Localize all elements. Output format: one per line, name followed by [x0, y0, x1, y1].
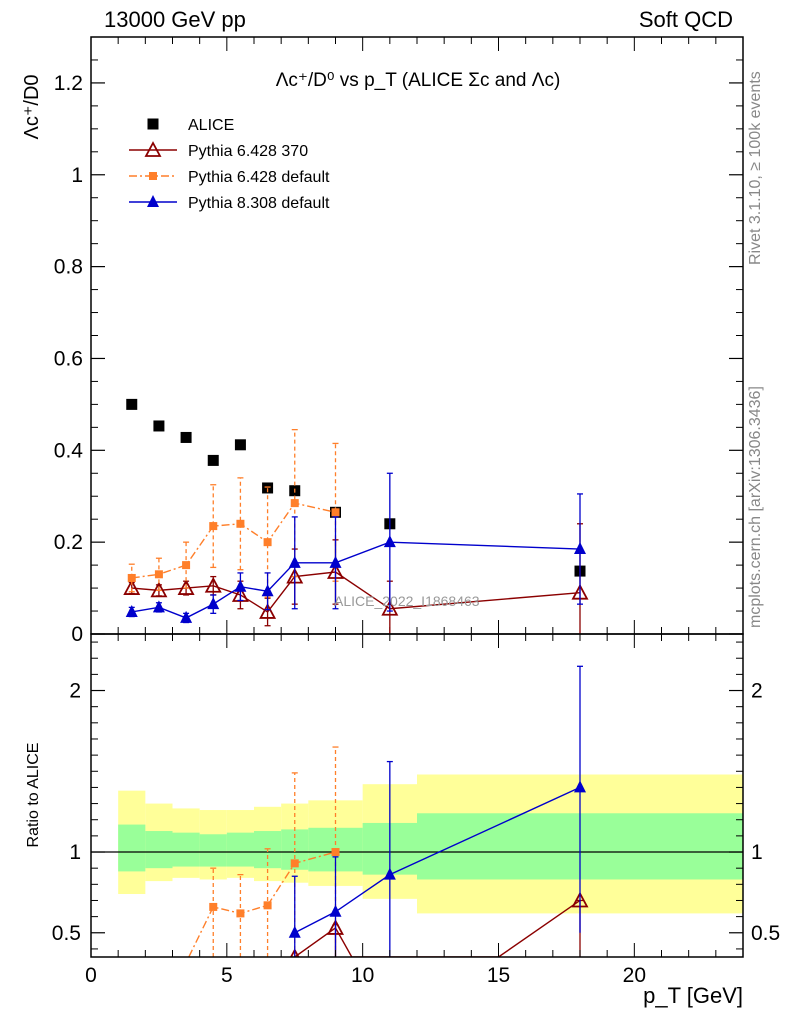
legend-item-pythia-6-428-370: Pythia 6.428 370	[129, 141, 308, 160]
legend-marker	[144, 141, 162, 157]
ratio-line	[294, 899, 581, 957]
data-point	[177, 579, 195, 595]
header-right-label: Soft QCD	[639, 7, 733, 32]
series-line	[131, 502, 336, 579]
legend-marker	[149, 172, 157, 180]
legend-label: Pythia 8.308 default	[188, 195, 330, 212]
ratio-point	[236, 909, 245, 918]
y-tick-label: 1.2	[54, 72, 83, 95]
ratio-point	[263, 901, 272, 910]
legend-marker	[147, 118, 159, 130]
ratio-point	[383, 867, 396, 880]
y-tick-label: 0.8	[54, 256, 83, 279]
main-plot-panel: 0 0.2 0.4 0.6 0.8 1 1.2 Λc⁺/D0 Λc⁺/D⁰ vs p_T (AL…	[21, 36, 744, 646]
data-point	[125, 604, 138, 617]
ratio-y-tick-label: 2	[69, 680, 81, 703]
ratio-y-tick-label: 0.5	[52, 922, 81, 945]
uncertainty-band-inner	[145, 831, 173, 869]
data-point	[209, 522, 218, 531]
bottom-series-group	[91, 665, 743, 957]
x-tick-label: 5	[221, 964, 233, 987]
data-point	[127, 573, 136, 582]
ratio-y-tick-label-right: 0.5	[751, 922, 780, 945]
data-point	[152, 600, 165, 613]
data-point	[123, 579, 141, 595]
data-point	[259, 603, 277, 619]
ratio-y-tick-label-right: 2	[751, 680, 763, 703]
legend-label: Pythia 6.428 370	[188, 143, 308, 160]
y-tick-label: 1	[71, 164, 83, 187]
data-point	[180, 610, 193, 623]
data-point	[234, 439, 246, 451]
ratio-series-pythia-8-308-default	[288, 665, 586, 957]
y-axis-label: Λc⁺/D0	[21, 74, 43, 139]
series-alice	[126, 398, 586, 577]
mcplots-label: mcplots.cern.ch [arXiv:1306.3436]	[747, 386, 764, 628]
data-point	[182, 561, 191, 570]
header-left-label: 13000 GeV pp	[104, 7, 246, 32]
ratio-line	[294, 786, 581, 934]
ratio-line	[188, 851, 336, 957]
series-line	[131, 541, 581, 619]
data-point	[180, 431, 192, 443]
data-point	[126, 398, 138, 410]
data-point	[153, 420, 165, 432]
data-point	[574, 542, 586, 555]
data-point	[329, 555, 342, 568]
data-point	[261, 584, 274, 597]
data-point	[383, 535, 396, 548]
legend-item-pythia-6-428-default: Pythia 6.428 default	[129, 169, 330, 186]
series-line	[131, 571, 581, 613]
uncertainty-band-inner	[226, 832, 254, 867]
data-point	[150, 581, 168, 598]
ratio-point	[209, 902, 218, 911]
data-point	[263, 538, 272, 547]
ratio-point	[574, 780, 586, 793]
x-tick-label: 0	[85, 964, 97, 987]
data-point	[331, 508, 340, 517]
uncertainty-band-inner	[199, 834, 227, 867]
legend-item-pythia-8-308-default: Pythia 8.308 default	[129, 195, 330, 212]
top-series-group	[123, 398, 589, 634]
ratio-y-axis-label: Ratio to ALICE	[25, 743, 42, 848]
y-tick-label: 0	[71, 623, 83, 646]
x-tick-label: 20	[623, 964, 646, 987]
data-point	[288, 555, 301, 568]
data-point	[262, 482, 274, 494]
ratio-y-tick-label: 1	[69, 841, 81, 864]
analysis-watermark: ALICE_2022_I1868463	[334, 593, 480, 609]
legend-label: Pythia 6.428 default	[188, 169, 330, 186]
data-point	[234, 579, 247, 592]
data-point	[207, 597, 220, 610]
legend: ALICE Pythia 6.428 370 Pythia 6.428 defaul…	[129, 117, 330, 212]
legend-item-alice: ALICE	[147, 117, 234, 134]
data-point	[236, 519, 245, 528]
data-point	[204, 576, 222, 593]
data-point	[290, 499, 299, 508]
ratio-point	[288, 925, 301, 938]
ratio-point	[290, 859, 299, 868]
rivet-version-label: Rivet 3.1.10, ≥ 100k events	[747, 71, 764, 265]
uncertainty-band-inner	[172, 832, 200, 867]
series-pythia-8-308-default	[125, 472, 586, 624]
x-tick-label: 15	[487, 964, 510, 987]
ratio-point	[331, 848, 340, 857]
legend-label: ALICE	[188, 117, 234, 134]
ratio-y-tick-label-right: 1	[751, 841, 763, 864]
legend-marker	[147, 195, 159, 207]
x-tick-label: 10	[351, 964, 374, 987]
y-tick-label: 0.4	[54, 439, 84, 462]
chart-title: Λc⁺/D⁰ vs p_T (ALICE Σc and Λc)	[276, 70, 561, 91]
ratio-point	[329, 904, 342, 917]
uncertainty-band-inner	[118, 824, 146, 872]
data-point	[207, 454, 219, 466]
x-axis-label: p_T [GeV]	[643, 983, 743, 1008]
y-tick-label: 0.2	[54, 531, 83, 554]
data-point	[381, 599, 399, 616]
data-point	[154, 570, 163, 579]
series-pythia-6-428-default	[127, 428, 340, 598]
y-tick-label: 0.6	[54, 347, 83, 370]
